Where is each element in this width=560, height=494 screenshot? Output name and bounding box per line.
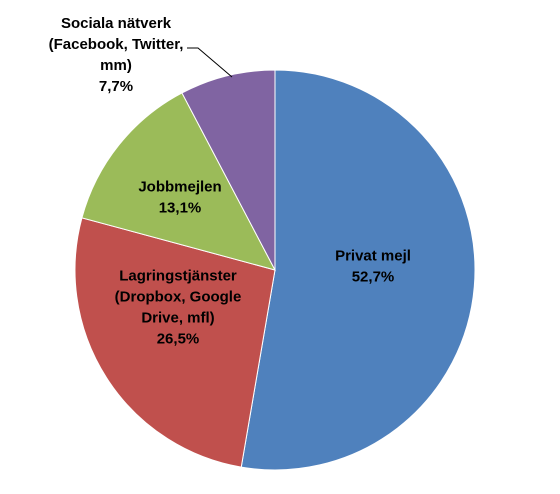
pie-slice-sociala-nätverk	[181, 69, 276, 271]
pie-slice-privat-mejl	[240, 69, 476, 471]
slice-labels: Privat mejl 52,7% Lagringstjänster (Dropbox…	[49, 15, 411, 348]
pie-slice-lagringstjänster	[74, 217, 276, 468]
slice-name-line: Drive, mfl)	[141, 310, 214, 327]
slice-name-line: Privat mejl	[335, 248, 411, 265]
slice-label-lagringstjänster: Lagringstjänster (Dropbox, Google Drive, m…	[115, 268, 242, 348]
slice-name-line: (Dropbox, Google	[115, 289, 242, 306]
slice-value-label: 13,1%	[159, 200, 202, 217]
slice-name-line: mm)	[100, 57, 132, 74]
pie-slices	[74, 69, 476, 471]
slice-name-line: Jobbmejlen	[138, 179, 221, 196]
slice-label-sociala-nätverk: Sociala nätverk (Facebook, Twitter, mm) 7,7…	[49, 15, 184, 95]
leader-line-sociala-nätverk	[187, 47, 233, 78]
slice-label-jobbmejlen: Jobbmejlen 13,1%	[138, 179, 221, 217]
leader-lines	[187, 47, 233, 78]
pie-slice-jobbmejlen	[81, 92, 276, 271]
slice-name-line: Sociala nätverk	[61, 15, 172, 32]
slice-value-label: 26,5%	[157, 331, 200, 348]
slice-name-line: (Facebook, Twitter,	[49, 36, 184, 53]
slice-value-label: 52,7%	[352, 269, 395, 286]
slice-name-line: Lagringstjänster	[119, 268, 237, 285]
slice-value-label: 7,7%	[99, 78, 133, 95]
slice-label-privat-mejl: Privat mejl 52,7%	[335, 248, 411, 286]
